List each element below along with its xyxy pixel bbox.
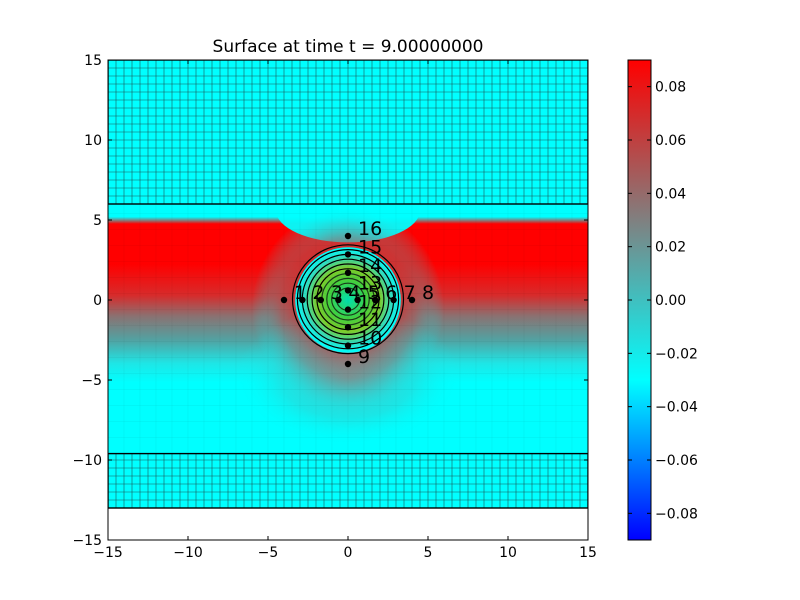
colorbar-tick-label: −0.08: [655, 506, 698, 522]
y-tick-label: 10: [84, 133, 102, 149]
gauge-marker: [280, 296, 288, 304]
gauge-marker: [372, 296, 379, 304]
gauge-marker: [344, 232, 352, 240]
colorbar-tick-label: −0.04: [655, 400, 698, 416]
gauge-label: 15: [358, 236, 382, 258]
gauge-marker: [344, 360, 352, 368]
colorbar-tick-label: −0.02: [655, 346, 698, 362]
gauge-marker: [344, 251, 352, 258]
gauge-marker: [354, 296, 361, 304]
colorbar-tick-label: 0.08: [655, 80, 686, 96]
contour-line: [311, 263, 385, 336]
gauge-label: 12: [358, 292, 382, 314]
gauge-label: 11: [358, 309, 382, 331]
gauge-label: 13: [358, 272, 382, 294]
surface-bump: [295, 247, 401, 353]
gauge-marker: [344, 306, 352, 313]
gauge-marker: [335, 296, 342, 304]
contour-line: [331, 282, 365, 316]
gauge-marker: [344, 324, 352, 331]
fine-grid-patches: [108, 60, 588, 509]
gauge-10: 10: [344, 328, 382, 350]
colorbar-tick-label: 0.00: [655, 293, 686, 309]
gauge-label: 14: [358, 255, 382, 277]
y-tick-label: −5: [81, 373, 102, 389]
x-tick-label: −5: [258, 545, 279, 561]
y-tick-label: 5: [93, 213, 102, 229]
x-tick-label: 15: [579, 545, 597, 561]
colorbar-axis: −0.08 −0.06 −0.04 −0.02 0.00 0.02 0.04 0.06 0.08: [628, 80, 698, 522]
y-tick-label: −15: [72, 533, 102, 549]
x-tick-label: −15: [93, 545, 123, 561]
x-tick-label: 5: [424, 545, 433, 561]
y-tick-label: 0: [93, 293, 102, 309]
x-axis: −15 −10 −5 0 5 10 15: [93, 60, 597, 561]
gauge-15: 15: [344, 236, 382, 258]
contour-line: [291, 244, 405, 355]
gauge-13: 13: [344, 272, 382, 294]
fine-grid-border: [108, 60, 588, 205]
gauge-8: 8: [408, 282, 434, 304]
gauge-label: 16: [358, 218, 382, 240]
surface-wake-lower: [236, 308, 460, 446]
gauge-marker: [344, 342, 352, 349]
y-axis: −15 −10 −5 0 5 10 15: [72, 53, 588, 549]
fine-grid-border: [108, 452, 588, 509]
colorbar-tick-label: 0.06: [655, 133, 686, 149]
colorbar-tick-label: −0.06: [655, 453, 698, 469]
gauge-16: 16: [344, 218, 382, 240]
gauge-label: 8: [422, 282, 434, 304]
gauge-label: 10: [358, 328, 382, 350]
colorbar-tick-label: 0.04: [655, 186, 686, 202]
contour-line: [306, 258, 390, 340]
x-tick-label: −10: [173, 545, 203, 561]
gauge-label: 9: [358, 346, 370, 368]
gauge-marker: [390, 296, 397, 304]
gauge-marker: [317, 296, 324, 304]
gauge-12: 12: [344, 292, 382, 314]
colorbar-tick-label: 0.02: [655, 240, 686, 256]
y-tick-label: −10: [72, 453, 102, 469]
gauge-9: 9: [344, 346, 370, 368]
y-tick-label: 15: [84, 53, 102, 69]
gauge-marker: [344, 269, 352, 276]
gauge-marker: [344, 287, 352, 294]
gauge-marker: [299, 296, 306, 304]
x-tick-label: 0: [344, 545, 353, 561]
gauge-11: 11: [344, 309, 382, 331]
chart-title: Surface at time t = 9.00000000: [213, 37, 484, 57]
gauge-marker: [408, 296, 416, 304]
x-tick-label: 10: [499, 545, 517, 561]
contour-line: [326, 277, 370, 321]
gauge-14: 14: [344, 255, 382, 277]
